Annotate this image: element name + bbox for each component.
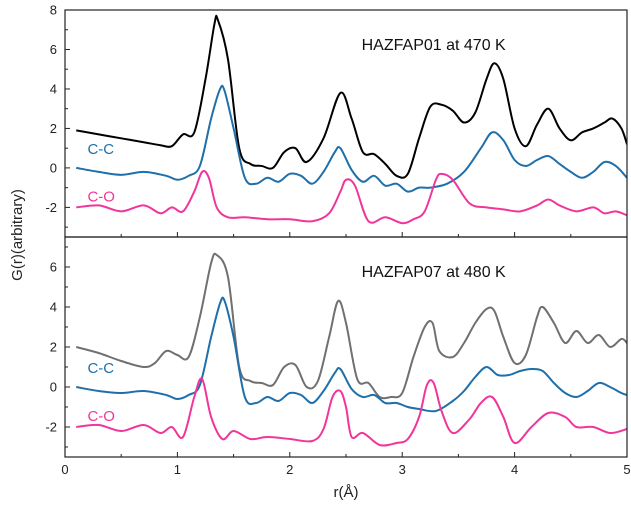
y-tick-label-panel-2: 2 — [50, 340, 57, 355]
series-line-total-panel-2 — [75, 252, 627, 400]
series-label-cc-panel-1: C-C — [87, 141, 114, 158]
y-tick-label-panel-2: 4 — [50, 300, 57, 315]
y-tick-label-panel-2: 6 — [50, 260, 57, 275]
y-tick-label-panel-1: 6 — [50, 42, 57, 57]
y-tick-label-panel-2: 0 — [50, 380, 57, 395]
x-tick-label: 3 — [399, 462, 406, 477]
series-line-cc-panel-1 — [76, 84, 627, 193]
y-tick-label-panel-2: -2 — [45, 420, 57, 435]
y-axis-label: G(r)(arbitrary) — [9, 189, 26, 281]
panel-1: -2 0 2 4 6 8 HAZFAP01 at 470 K C-C C-O — [45, 3, 628, 238]
panel-2: -2 0 2 4 6 0 1 2 3 4 5 HAZFAP07 at 480 K C-C C-O — [45, 236, 631, 477]
series-label-co-panel-1: C-O — [87, 188, 115, 205]
x-axis-label: r(Å) — [334, 484, 359, 501]
y-tick-label-panel-1: -2 — [45, 200, 57, 215]
plot-frame-panel-2 — [64, 236, 628, 458]
x-tick-label: 0 — [61, 462, 68, 477]
panel-title-2: HAZFAP07 at 480 K — [362, 264, 506, 281]
x-tick-label: 1 — [174, 462, 181, 477]
series-line-co-panel-1 — [76, 170, 627, 225]
y-tick-label-panel-1: 8 — [50, 3, 57, 18]
series-label-co-panel-2: C-O — [87, 408, 115, 425]
x-tick-label: 5 — [623, 462, 630, 477]
y-tick-label-panel-1: 0 — [50, 160, 57, 175]
x-tick-label: 4 — [511, 462, 518, 477]
y-tick-label-panel-1: 2 — [50, 121, 57, 136]
series-label-cc-panel-2: C-C — [87, 360, 114, 377]
x-tick-label: 2 — [286, 462, 293, 477]
series-line-co-panel-2 — [76, 377, 627, 447]
series-line-total-panel-1 — [76, 14, 627, 179]
panel-title-1: HAZFAP01 at 470 K — [362, 37, 506, 54]
series-line-cc-panel-2 — [76, 296, 627, 413]
y-tick-label-panel-1: 4 — [50, 81, 57, 96]
